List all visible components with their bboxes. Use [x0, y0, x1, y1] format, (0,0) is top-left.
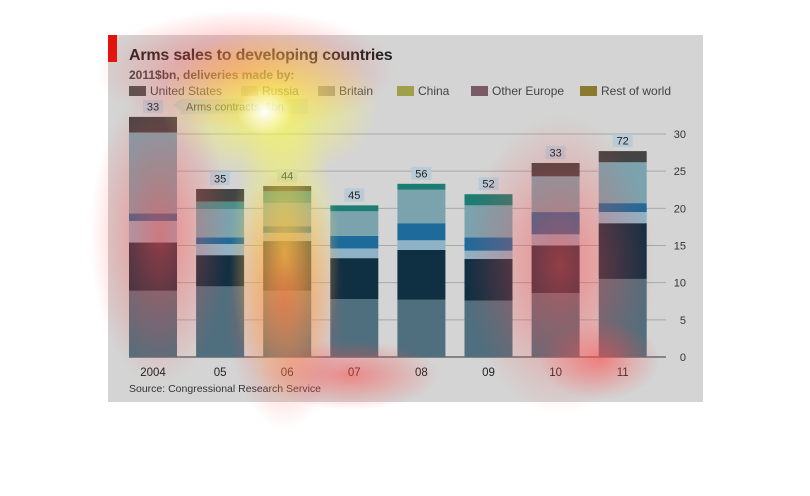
- bar-segment: [598, 278, 647, 357]
- bar-segment: [531, 293, 580, 357]
- bar-segment: [330, 205, 379, 212]
- legend-label: Rest of world: [601, 84, 672, 98]
- bar-segment: [330, 299, 379, 357]
- bar-segment: [531, 234, 580, 246]
- bar-segment: [397, 299, 446, 357]
- contracts-label: 33: [147, 101, 159, 113]
- y-tick-label: 20: [674, 203, 686, 215]
- contracts-label-box: [344, 188, 365, 202]
- bar-segment: [397, 189, 446, 224]
- bar-segment: [464, 258, 513, 301]
- bar-segment: [464, 250, 513, 259]
- bar-segment: [464, 205, 513, 238]
- bar-segment: [464, 237, 513, 251]
- bar-segment: [196, 244, 245, 256]
- y-tick-label: 30: [674, 129, 686, 141]
- legend-label: Other Europe: [492, 84, 565, 98]
- bar-segment: [531, 162, 580, 177]
- bar-segment: [330, 258, 379, 300]
- legend-swatch: [397, 86, 414, 96]
- bar-segment: [330, 211, 379, 236]
- legend-item: Rest of world: [580, 84, 671, 98]
- bar-segment: [531, 245, 580, 294]
- bar-segment: [263, 241, 312, 291]
- contracts-label: 45: [348, 190, 360, 202]
- bar-segment: [263, 232, 312, 242]
- chart-source: Source: Congressional Research Service: [129, 383, 322, 395]
- bar-segment: [464, 300, 513, 357]
- chart-card: Arms sales to developing countries 2011$…: [108, 35, 703, 402]
- bar-segment: [129, 116, 177, 133]
- bar-segment: [598, 212, 647, 224]
- bar-segment: [464, 194, 513, 206]
- chart-plot: 0510152025302004330535064407450856095210…: [129, 98, 686, 379]
- bar-segment: [196, 209, 245, 238]
- bar-segment: [129, 220, 177, 243]
- bar-segment: [598, 162, 647, 204]
- bar-segment: [330, 235, 379, 249]
- bar-segment: [263, 186, 312, 192]
- contracts-label: 33: [549, 147, 561, 159]
- annotation-pointer: [173, 98, 181, 111]
- bar-segment: [196, 237, 245, 245]
- bar-segment: [196, 286, 245, 357]
- y-tick-label: 10: [674, 278, 686, 290]
- legend-swatch: [471, 86, 488, 96]
- legend-label: China: [418, 84, 450, 98]
- bar-segment: [397, 183, 446, 190]
- x-tick-label: 2004: [140, 367, 166, 379]
- legend-swatch: [580, 86, 597, 96]
- x-tick-label: 07: [348, 367, 361, 379]
- bar-segment: [598, 151, 647, 163]
- x-tick-label: 10: [549, 367, 562, 379]
- legend-item: China: [397, 84, 449, 98]
- contracts-label: 72: [617, 136, 629, 148]
- bar-segment: [196, 255, 245, 287]
- bar-segment: [196, 189, 245, 202]
- bar-segment: [397, 223, 446, 241]
- contracts-label: 35: [214, 174, 226, 186]
- x-tick-label: 09: [482, 367, 495, 379]
- bar-segment: [129, 290, 177, 357]
- y-tick-label: 25: [674, 166, 686, 178]
- x-tick-label: 06: [281, 367, 294, 379]
- bar-segment: [129, 213, 177, 221]
- bar-segment: [598, 203, 647, 213]
- y-tick-label: 5: [680, 315, 686, 327]
- bar-segment: [330, 248, 379, 259]
- legend-item: Other Europe: [471, 84, 564, 98]
- bar-segment: [196, 201, 245, 210]
- x-tick-label: 05: [214, 367, 227, 379]
- bar-segment: [531, 212, 580, 235]
- x-tick-label: 11: [617, 367, 629, 379]
- bar-segment: [129, 132, 177, 214]
- contracts-label-box: [411, 166, 432, 180]
- bar-segment: [397, 249, 446, 300]
- bar-segment: [263, 290, 312, 357]
- bar-segment: [531, 176, 580, 213]
- y-tick-label: 0: [680, 352, 686, 364]
- contracts-label: 52: [482, 179, 494, 191]
- bar-segment: [397, 240, 446, 250]
- bar-segment: [598, 223, 647, 279]
- bar-segment: [263, 226, 312, 233]
- contracts-annotation: Arms contracts, $bn: [186, 101, 284, 113]
- contracts-label: 44: [281, 171, 293, 183]
- bar-segment: [263, 191, 312, 204]
- contracts-label: 56: [415, 168, 427, 180]
- x-tick-label: 08: [415, 367, 428, 379]
- bar-segment: [263, 203, 312, 227]
- y-tick-label: 15: [674, 241, 686, 253]
- bar-segment: [129, 242, 177, 291]
